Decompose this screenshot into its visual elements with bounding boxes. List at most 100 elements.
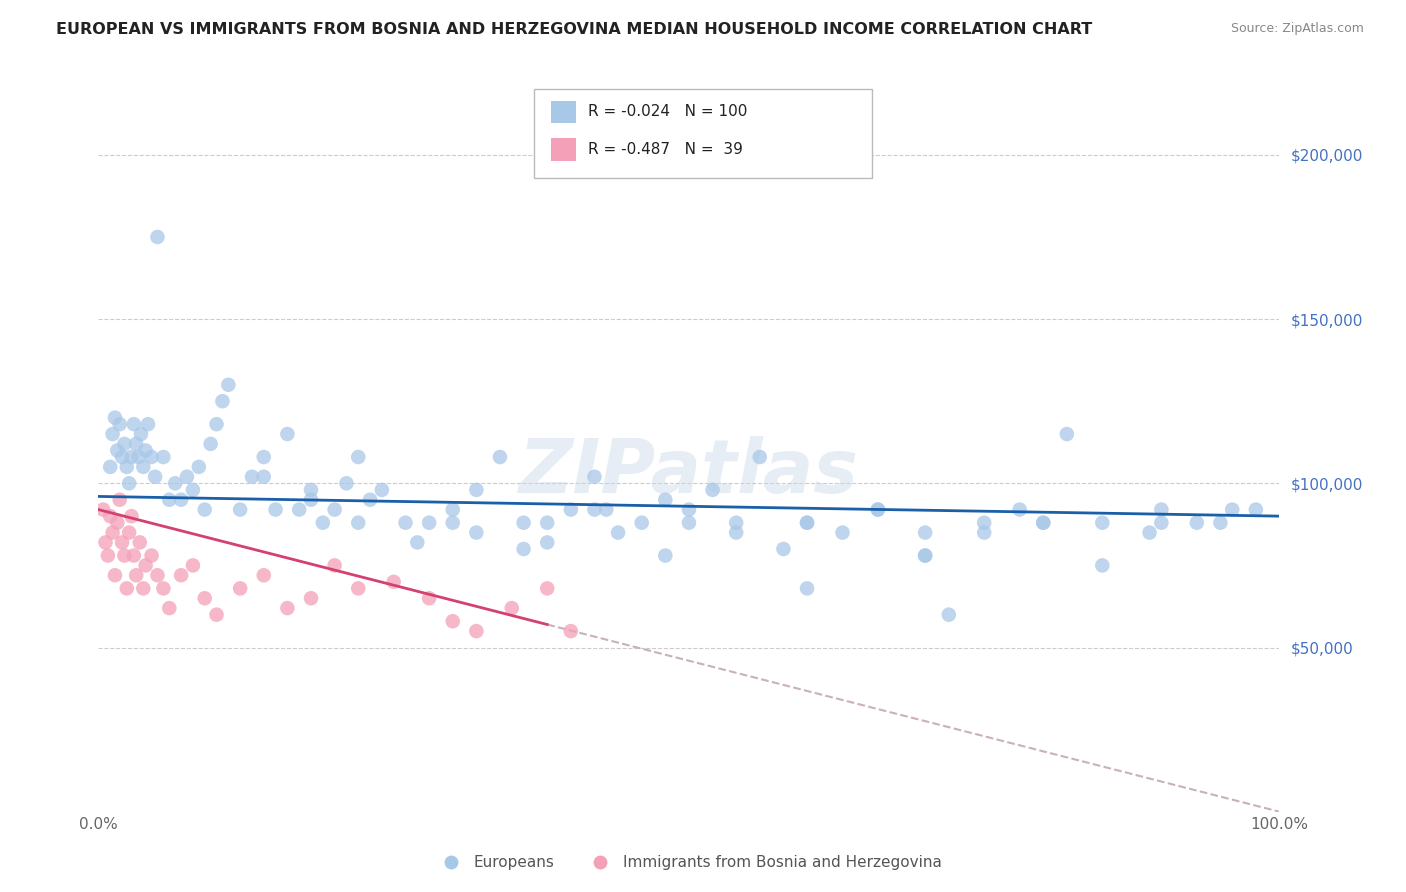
Point bbox=[135, 443, 157, 458]
Point bbox=[536, 582, 558, 596]
Point bbox=[108, 492, 131, 507]
Point bbox=[1091, 516, 1114, 530]
Point bbox=[512, 516, 534, 530]
Point bbox=[702, 483, 724, 497]
Point bbox=[276, 427, 298, 442]
Point bbox=[312, 516, 335, 530]
Point bbox=[176, 469, 198, 483]
Point bbox=[98, 509, 121, 524]
Point bbox=[152, 582, 174, 596]
Point bbox=[136, 417, 159, 432]
Point bbox=[146, 230, 169, 244]
Point bbox=[253, 469, 276, 483]
Point bbox=[112, 437, 135, 451]
Point bbox=[394, 516, 416, 530]
Text: Source: ZipAtlas.com: Source: ZipAtlas.com bbox=[1230, 22, 1364, 36]
Point bbox=[264, 502, 287, 516]
Point bbox=[1091, 558, 1114, 573]
Point bbox=[205, 417, 228, 432]
Point bbox=[441, 502, 464, 516]
Point bbox=[1150, 516, 1173, 530]
Point bbox=[205, 607, 228, 622]
Point bbox=[1185, 516, 1208, 530]
Legend: Europeans, Immigrants from Bosnia and Herzegovina: Europeans, Immigrants from Bosnia and He… bbox=[429, 849, 949, 876]
Point bbox=[146, 568, 169, 582]
Point bbox=[253, 568, 276, 582]
Point bbox=[560, 624, 582, 639]
Point bbox=[141, 549, 163, 563]
Point bbox=[105, 516, 128, 530]
Point bbox=[105, 443, 128, 458]
Point bbox=[796, 516, 818, 530]
Point bbox=[323, 502, 346, 516]
Text: EUROPEAN VS IMMIGRANTS FROM BOSNIA AND HERZEGOVINA MEDIAN HOUSEHOLD INCOME CORRE: EUROPEAN VS IMMIGRANTS FROM BOSNIA AND H… bbox=[56, 22, 1092, 37]
Point bbox=[194, 502, 217, 516]
Point bbox=[560, 502, 582, 516]
Point bbox=[914, 549, 936, 563]
Point bbox=[121, 450, 143, 464]
Point bbox=[157, 492, 180, 507]
Point bbox=[323, 558, 346, 573]
Point bbox=[125, 568, 148, 582]
Point bbox=[512, 541, 534, 556]
Point bbox=[98, 459, 121, 474]
Point bbox=[101, 427, 124, 442]
Point bbox=[1032, 516, 1054, 530]
Point bbox=[536, 516, 558, 530]
Point bbox=[441, 614, 464, 628]
Point bbox=[465, 483, 488, 497]
Point bbox=[125, 437, 148, 451]
Point bbox=[165, 476, 187, 491]
Point bbox=[335, 476, 357, 491]
Point bbox=[347, 450, 370, 464]
Point bbox=[772, 541, 794, 556]
Point bbox=[938, 607, 960, 622]
Point bbox=[187, 459, 209, 474]
Point bbox=[141, 450, 163, 464]
Point bbox=[359, 492, 381, 507]
Point bbox=[181, 483, 204, 497]
Point bbox=[200, 437, 222, 451]
Point bbox=[132, 582, 155, 596]
Point bbox=[1032, 516, 1054, 530]
Point bbox=[299, 591, 322, 606]
Point bbox=[1244, 502, 1267, 516]
Point bbox=[112, 549, 135, 563]
Point bbox=[347, 516, 370, 530]
Point bbox=[299, 483, 322, 497]
Point bbox=[630, 516, 652, 530]
Point bbox=[121, 509, 143, 524]
Point bbox=[501, 601, 523, 615]
Point bbox=[97, 549, 120, 563]
Point bbox=[406, 535, 429, 549]
Point bbox=[253, 450, 276, 464]
Point bbox=[914, 549, 936, 563]
Point bbox=[211, 394, 233, 409]
Text: ZIPatlas: ZIPatlas bbox=[519, 435, 859, 508]
Point bbox=[1220, 502, 1243, 516]
Point bbox=[748, 450, 770, 464]
Point bbox=[914, 525, 936, 540]
Point bbox=[157, 601, 180, 615]
Point bbox=[583, 469, 606, 483]
Point bbox=[181, 558, 204, 573]
Point bbox=[229, 502, 252, 516]
Point bbox=[108, 417, 131, 432]
Point bbox=[583, 502, 606, 516]
Point bbox=[654, 492, 676, 507]
Point bbox=[132, 459, 155, 474]
Point bbox=[866, 502, 889, 516]
Point bbox=[347, 582, 370, 596]
Point bbox=[536, 535, 558, 549]
Point bbox=[229, 582, 252, 596]
Point bbox=[299, 492, 322, 507]
Point bbox=[1139, 525, 1161, 540]
Point bbox=[129, 427, 152, 442]
Point bbox=[143, 469, 166, 483]
Point bbox=[489, 450, 512, 464]
Point bbox=[128, 535, 150, 549]
Point bbox=[607, 525, 630, 540]
Point bbox=[973, 525, 995, 540]
Point bbox=[1209, 516, 1232, 530]
Point bbox=[152, 450, 174, 464]
